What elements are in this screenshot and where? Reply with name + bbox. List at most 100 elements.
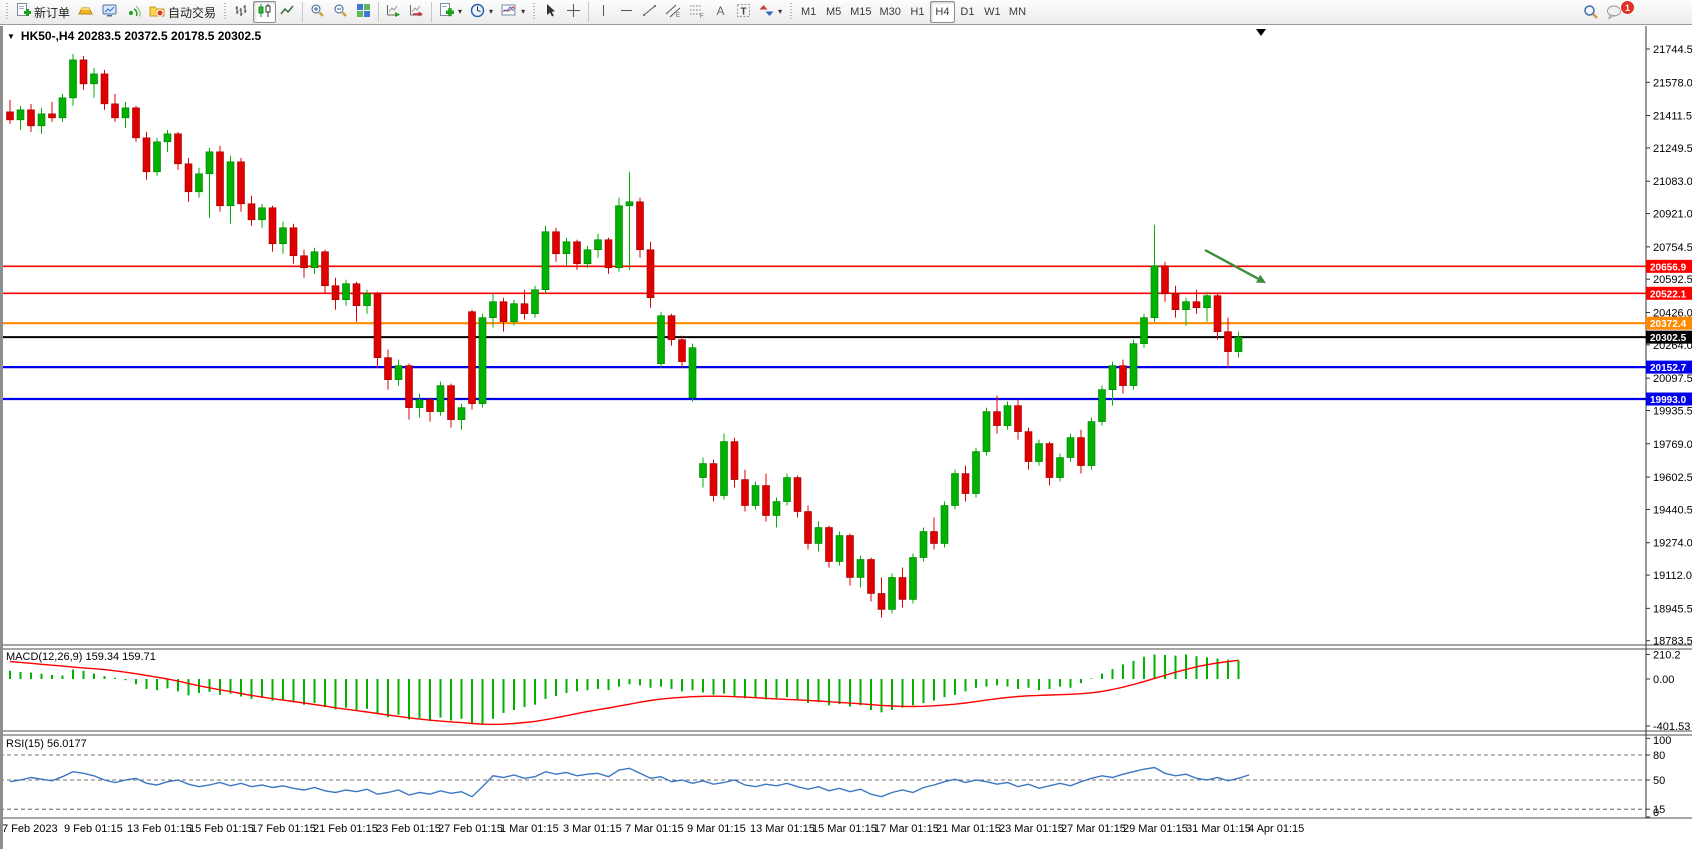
svg-text:50: 50: [1653, 775, 1665, 787]
text-button[interactable]: A: [709, 1, 732, 23]
svg-text:20522.1: 20522.1: [1650, 289, 1687, 300]
cursor-button[interactable]: [539, 1, 562, 23]
svg-text:27 Mar 01:15: 27 Mar 01:15: [1061, 823, 1126, 835]
tile-windows-icon: [356, 3, 371, 21]
toolbar-grip[interactable]: [222, 3, 228, 21]
svg-text:E: E: [676, 13, 680, 18]
svg-text:21 Feb 01:15: 21 Feb 01:15: [313, 823, 378, 835]
candlestick-icon: [257, 3, 272, 21]
crosshair-icon: [566, 3, 581, 21]
svg-text:3 Mar 01:15: 3 Mar 01:15: [563, 823, 622, 835]
svg-text:19112.0: 19112.0: [1653, 570, 1692, 582]
vertical-line-button[interactable]: [592, 1, 615, 23]
svg-text:20656.9: 20656.9: [1650, 262, 1687, 273]
svg-text:13 Feb 01:15: 13 Feb 01:15: [127, 823, 192, 835]
periods-icon: [470, 3, 485, 21]
arrows-button[interactable]: ▾: [755, 1, 786, 23]
auto-trading-label: 自动交易: [168, 5, 217, 20]
chevron-down-icon: ▾: [778, 7, 783, 16]
svg-text:-401.53: -401.53: [1653, 721, 1690, 733]
svg-text:20302.5: 20302.5: [1650, 333, 1687, 344]
zoom-in-button[interactable]: [306, 1, 329, 23]
indicators-button[interactable]: ▾: [435, 1, 466, 23]
toolbar-grip[interactable]: [531, 3, 537, 21]
fibonacci-button[interactable]: F: [685, 1, 709, 23]
line-chart-button[interactable]: [276, 1, 299, 23]
periods-button[interactable]: ▾: [466, 1, 497, 23]
svg-text:13 Mar 01:15: 13 Mar 01:15: [750, 823, 815, 835]
svg-text:F: F: [700, 14, 704, 18]
collapse-triangle-icon[interactable]: ▼: [7, 31, 15, 41]
svg-text:80: 80: [1653, 750, 1665, 762]
svg-text:A: A: [717, 4, 725, 18]
svg-text:21744.5: 21744.5: [1653, 44, 1692, 56]
text-icon: A: [713, 3, 728, 21]
timeframe-h1-button[interactable]: H1: [910, 6, 925, 18]
svg-text:T: T: [741, 7, 747, 18]
terminal-button[interactable]: [98, 1, 122, 23]
timeframe-d1-button[interactable]: D1: [960, 6, 975, 18]
svg-text:31 Mar 01:15: 31 Mar 01:15: [1186, 823, 1251, 835]
svg-text:21 Mar 01:15: 21 Mar 01:15: [936, 823, 1001, 835]
price-chart[interactable]: 21744.5 21578.0 21411.5 21249.5 21083.0 20921…: [0, 26, 1692, 849]
svg-text:19602.5: 19602.5: [1653, 472, 1692, 484]
toolbar-grip[interactable]: [788, 3, 794, 21]
trendline-button[interactable]: [638, 1, 661, 23]
svg-text:23 Feb 01:15: 23 Feb 01:15: [376, 823, 441, 835]
horizontal-line-icon: [619, 3, 634, 21]
timeframe-m1-button[interactable]: M1: [800, 6, 817, 18]
timeframe-mn-button[interactable]: MN: [1008, 6, 1027, 18]
auto-scroll-button[interactable]: [382, 1, 405, 23]
arrows-icon: [759, 3, 774, 21]
gold-button[interactable]: [74, 1, 98, 23]
signal-button[interactable]: [122, 1, 145, 23]
timeframe-m15-button[interactable]: M15: [850, 6, 872, 18]
channel-icon: E: [665, 3, 681, 21]
svg-text:100: 100: [1653, 735, 1671, 747]
chart-shift-icon: [409, 3, 424, 21]
svg-text:20097.5: 20097.5: [1653, 373, 1692, 385]
crosshair-button[interactable]: [562, 1, 585, 23]
svg-text:4 Apr 01:15: 4 Apr 01:15: [1248, 823, 1304, 835]
trendline-icon: [642, 3, 657, 21]
svg-text:7 Mar 01:15: 7 Mar 01:15: [625, 823, 684, 835]
svg-text:20152.7: 20152.7: [1650, 363, 1687, 374]
auto-scroll-icon: [386, 3, 401, 21]
rsi-indicator-label: RSI(15) 56.0177: [6, 738, 87, 750]
svg-text:20592.5: 20592.5: [1653, 274, 1692, 286]
svg-text:20921.0: 20921.0: [1653, 209, 1692, 221]
notifications-button[interactable]: 1: [1606, 0, 1635, 25]
svg-text:20754.5: 20754.5: [1653, 242, 1692, 254]
svg-text:15: 15: [1653, 804, 1665, 816]
chart-title[interactable]: ▼ HK50-,H4 20283.5 20372.5 20178.5 20302…: [7, 29, 261, 43]
timeframe-m5-button[interactable]: M5: [825, 6, 842, 18]
new-order-label: 新订单: [34, 5, 71, 20]
main-toolbar: 新订单 自动交易 ▾ ▾ ▾ E F A T ▾: [0, 0, 1692, 25]
search-icon[interactable]: [1583, 4, 1599, 25]
text-label-icon: T: [736, 3, 751, 21]
text-label-button[interactable]: T: [732, 1, 755, 23]
horizontal-line-button[interactable]: [615, 1, 638, 23]
bar-chart-button[interactable]: [230, 1, 253, 23]
timeframe-m30-button[interactable]: M30: [879, 6, 901, 18]
svg-text:21083.0: 21083.0: [1653, 176, 1692, 188]
chart-shift-button[interactable]: [405, 1, 428, 23]
tile-windows-button[interactable]: [352, 1, 375, 23]
toolbar-grip[interactable]: [4, 3, 9, 21]
svg-text:21411.5: 21411.5: [1653, 111, 1692, 123]
templates-button[interactable]: ▾: [497, 1, 529, 23]
timeframe-w1-button[interactable]: W1: [984, 6, 1001, 18]
auto-trading-button[interactable]: 自动交易: [145, 1, 220, 23]
gold-icon: [78, 3, 94, 21]
svg-text:19993.0: 19993.0: [1650, 395, 1687, 406]
new-order-button[interactable]: 新订单: [12, 1, 74, 23]
svg-text:19769.0: 19769.0: [1653, 439, 1692, 451]
candlestick-button[interactable]: [253, 1, 277, 23]
channel-button[interactable]: E: [661, 1, 685, 23]
svg-text:210.2: 210.2: [1653, 649, 1681, 661]
svg-text:9 Feb 01:15: 9 Feb 01:15: [64, 823, 123, 835]
timeframe-h4-button[interactable]: H4: [929, 1, 955, 23]
zoom-out-button[interactable]: [329, 1, 352, 23]
svg-text:15 Feb 01:15: 15 Feb 01:15: [189, 823, 254, 835]
